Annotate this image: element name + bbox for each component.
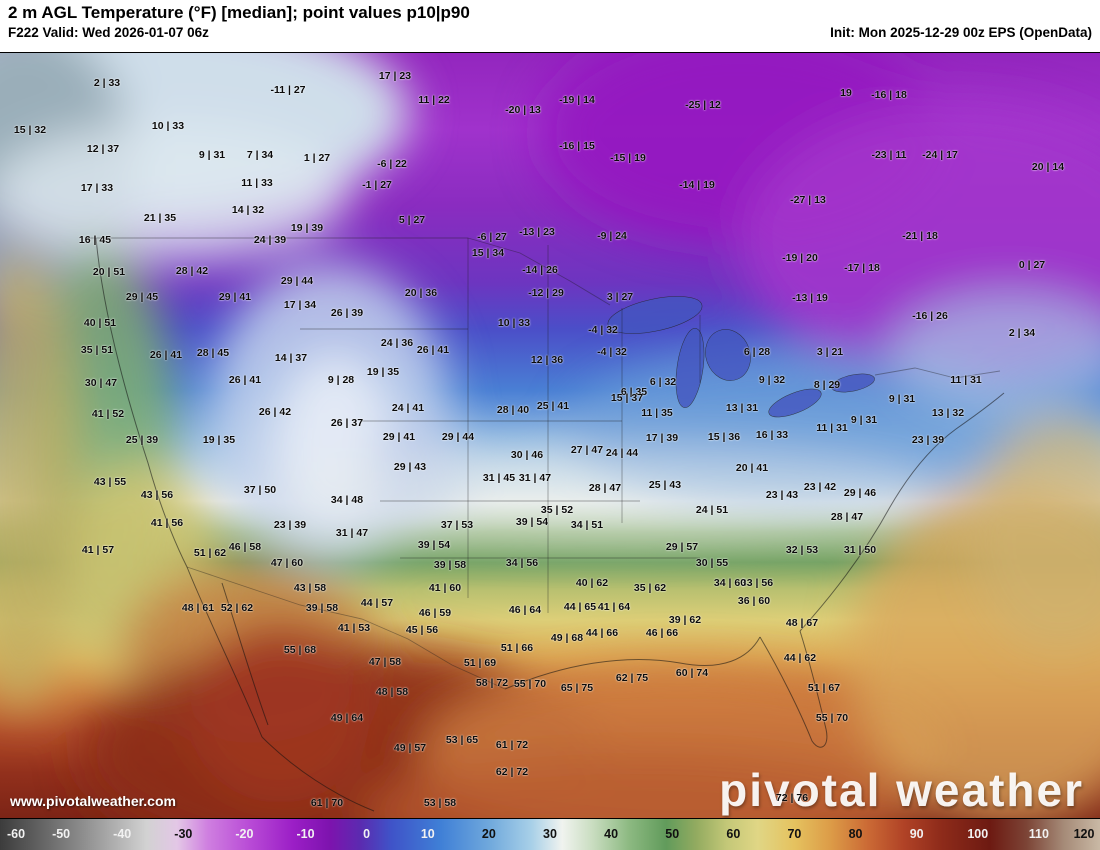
colorbar-tick: 0 — [363, 827, 371, 841]
map-title: 2 m AGL Temperature (°F) [median]; point… — [8, 3, 470, 22]
init-time-label: Init: Mon 2025-12-29 00z EPS (OpenData) — [830, 25, 1092, 40]
colorbar-tick: -60 — [6, 827, 26, 841]
colorbar-tick: 80 — [848, 827, 863, 841]
colorbar-tick: 60 — [726, 827, 741, 841]
coastlines — [95, 237, 1005, 812]
colorbar-tick: 30 — [543, 827, 557, 841]
map-canvas: pivotal weather www.pivotalweather.com — [0, 52, 1100, 819]
regional-temperature-blobs — [0, 53, 1100, 819]
political-borders — [85, 237, 1001, 690]
temperature-field — [0, 53, 1100, 819]
colorbar-tick: -40 — [113, 827, 132, 841]
colorbar-tick: -30 — [174, 827, 193, 841]
great-lakes — [607, 296, 875, 418]
colorbar-tick: -50 — [52, 827, 71, 841]
colorbar-tick: -20 — [235, 827, 254, 841]
map-header: 2 m AGL Temperature (°F) [median]; point… — [0, 0, 1100, 52]
colorbar-tick: 90 — [909, 827, 924, 841]
colorbar-tick: 50 — [665, 827, 680, 841]
temperature-colorbar: -60 -50 -40 -30 -20 -10 0 10 20 30 40 50 60 70 80 90 100… — [0, 818, 1100, 850]
colorbar-tick: 100 — [967, 827, 989, 841]
colorbar-tick: 20 — [481, 827, 496, 841]
watermark-url: www.pivotalweather.com — [10, 793, 176, 809]
colorbar-tick: 120 — [1073, 827, 1095, 841]
watermark-brand: pivotal weather — [719, 764, 1084, 816]
valid-time-label: F222 Valid: Wed 2026-01-07 06z — [8, 25, 209, 40]
colorbar-tick: 40 — [604, 827, 619, 841]
colorbar-tick: 70 — [787, 827, 802, 841]
colorbar-tick: 10 — [420, 827, 435, 841]
colorbar-tick: 110 — [1028, 827, 1049, 841]
colorbar-tick: -10 — [296, 827, 315, 841]
